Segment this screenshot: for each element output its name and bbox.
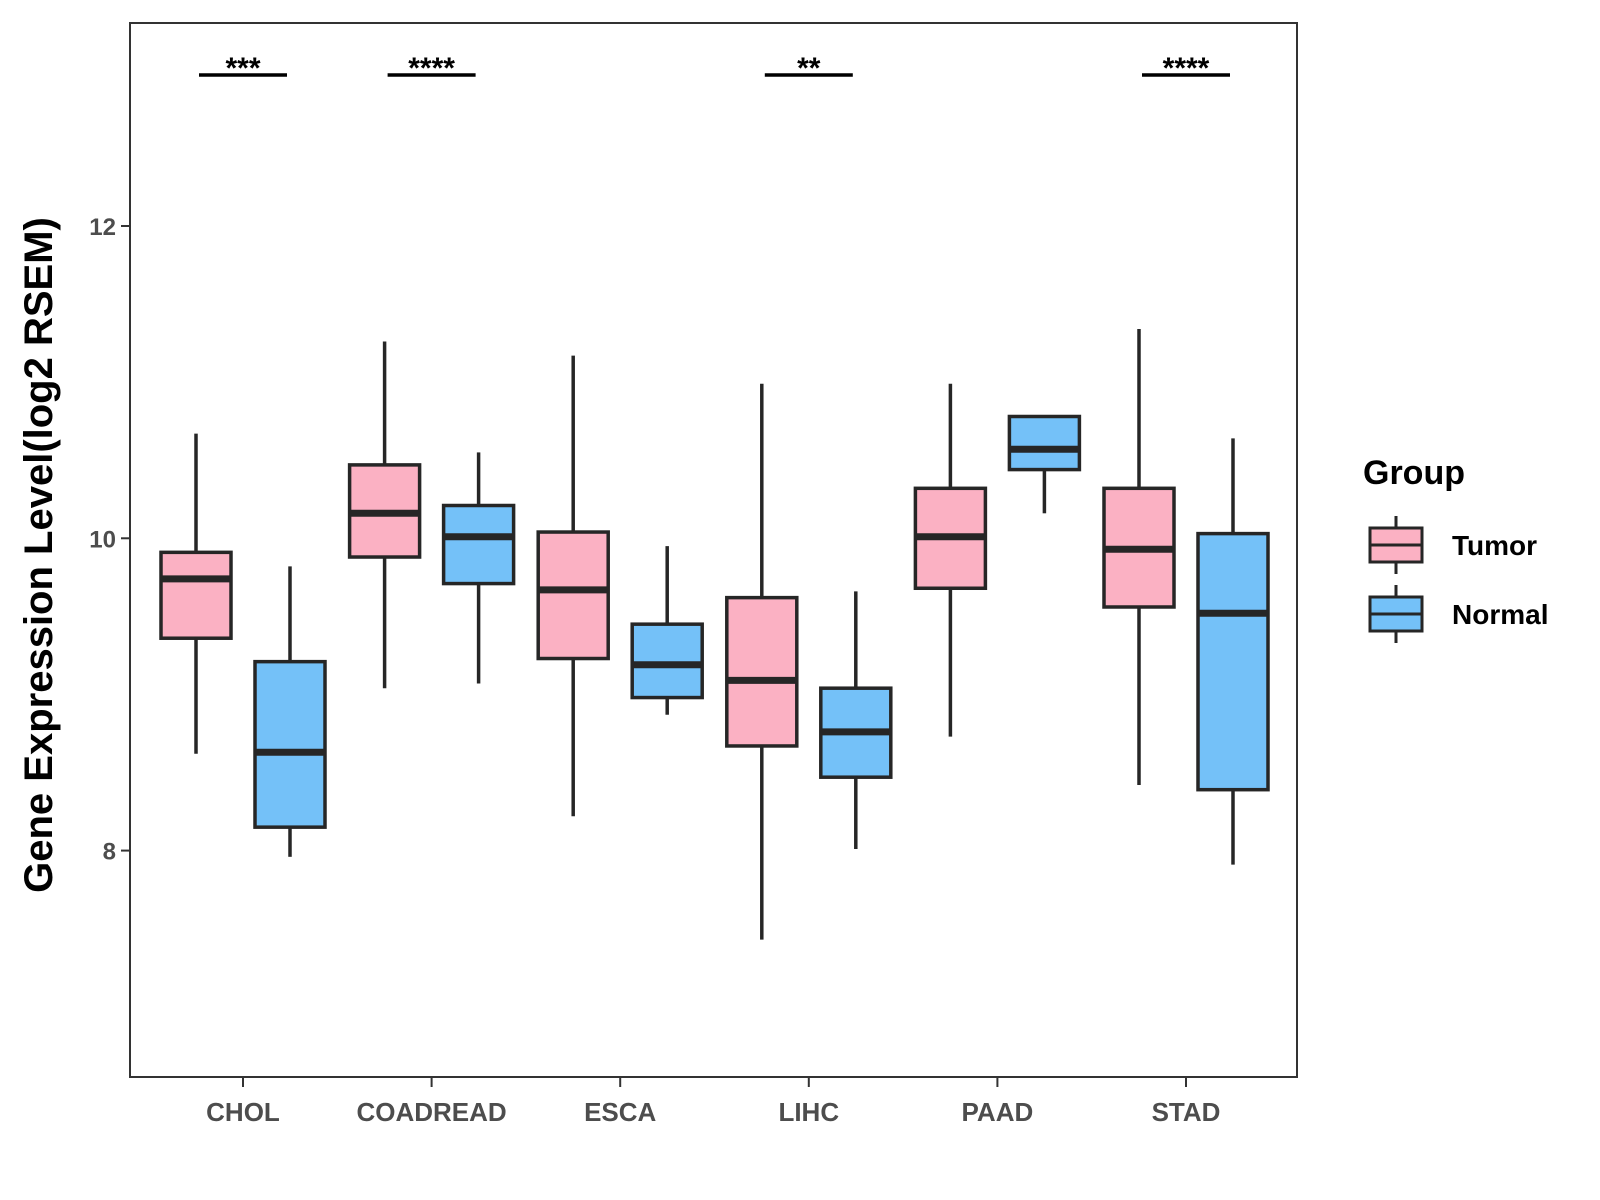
panel-border: [129, 22, 1298, 1078]
x-tick-label-stad: STAD: [1152, 1097, 1221, 1127]
legend-label-tumor: Tumor: [1452, 530, 1537, 561]
box-esca-tumor: [536, 530, 610, 661]
box-chol-normal: [253, 659, 327, 829]
x-tick-label-lihc: LIHC: [778, 1097, 839, 1127]
legend-label-normal: Normal: [1452, 599, 1548, 630]
x-tick-label-paad: PAAD: [962, 1097, 1034, 1127]
box-paad-normal: [1007, 414, 1082, 472]
y-tick-label-12: 12: [89, 214, 116, 241]
y-axis-title: Gene Expression Level(log2 RSEM): [17, 217, 61, 893]
significance-label-lihc: **: [797, 52, 821, 85]
y-tick-label-10: 10: [89, 526, 116, 553]
box-lihc-tumor: [725, 595, 799, 748]
significance-label-chol: ***: [225, 52, 260, 85]
box-stad-normal: [1196, 531, 1270, 792]
x-tick-label-chol: CHOL: [206, 1097, 280, 1127]
box-chol-tumor: [159, 550, 233, 640]
y-tick-label-8: 8: [103, 839, 116, 866]
x-tick-label-esca: ESCA: [584, 1097, 656, 1127]
plot-area: *** **** ** ****: [159, 52, 1270, 940]
box-coadread-normal: [441, 503, 516, 586]
legend-title: Group: [1363, 454, 1465, 492]
x-tick-label-coadread: COADREAD: [356, 1097, 506, 1127]
axes: 8 10 12 CHOL COADREAD ESCA LIHC PAAD STAD Gene Ex…: [17, 22, 1298, 1127]
significance-label-coadread: ****: [408, 52, 455, 85]
legend: Group Tumor Normal: [1363, 454, 1548, 643]
box-esca-normal: [630, 622, 704, 700]
significance-label-stad: ****: [1163, 52, 1210, 85]
